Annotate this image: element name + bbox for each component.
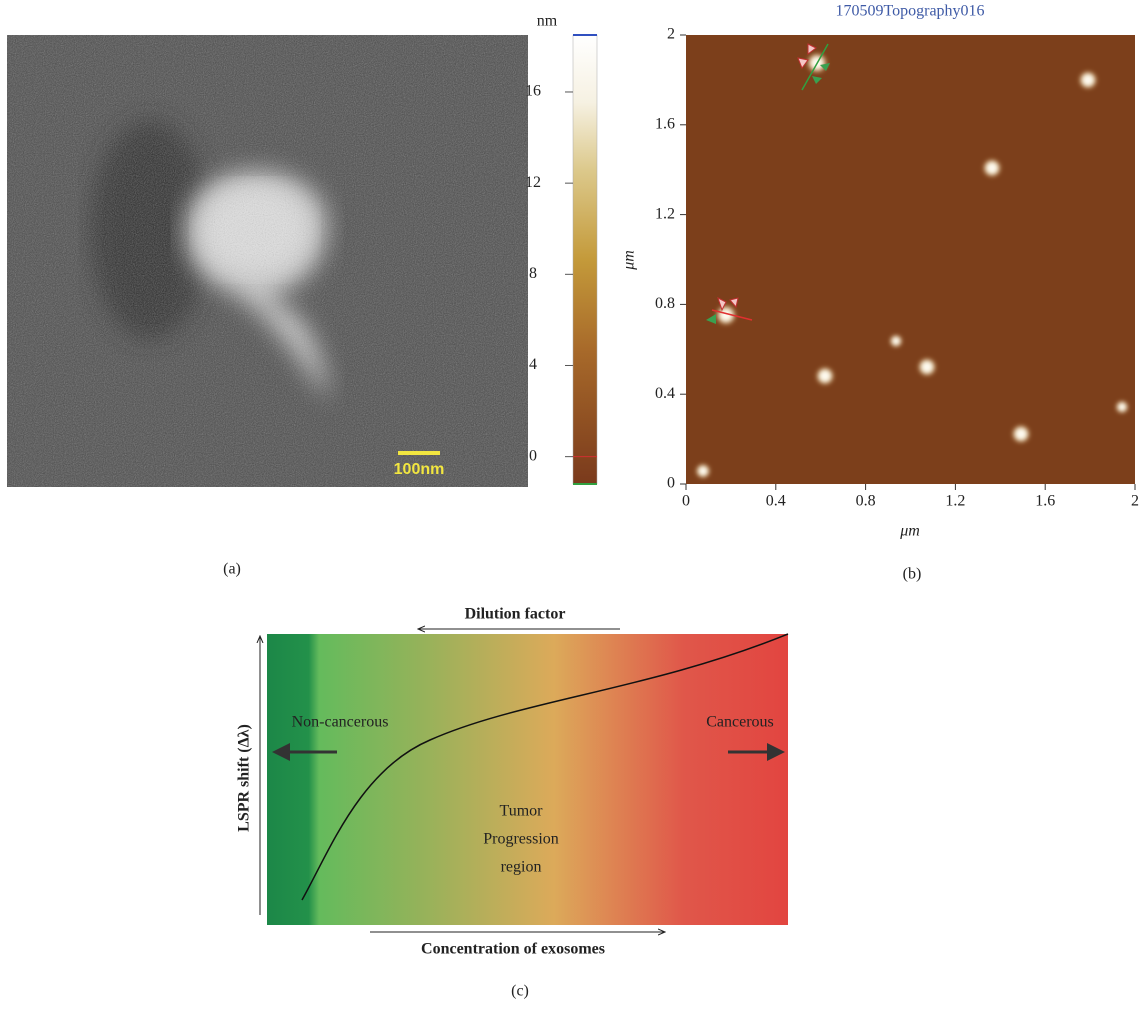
y-tick-label: 0.4 bbox=[655, 385, 675, 402]
progression-diagram bbox=[260, 629, 788, 932]
x-axis-label: μm bbox=[899, 523, 920, 540]
colorbar-tick-label: 16 bbox=[525, 83, 541, 100]
center-label: Tumor bbox=[500, 803, 544, 820]
x-tick-label: 1.2 bbox=[945, 493, 965, 510]
right-label: Cancerous bbox=[706, 714, 774, 731]
colorbar-tick-label: 12 bbox=[525, 174, 541, 191]
colorbar-tick-label: 0 bbox=[529, 447, 537, 464]
caption: (a) bbox=[223, 561, 241, 578]
colorbar-tick-label: 8 bbox=[529, 265, 537, 282]
scale-bar-label: 100nm bbox=[394, 461, 445, 478]
colorbar-unit: nm bbox=[537, 13, 558, 30]
caption: (b) bbox=[903, 566, 922, 583]
sem-image: 100nm bbox=[7, 35, 528, 487]
x-tick-label: 0.8 bbox=[856, 493, 876, 510]
top-arrow-label: Dilution factor bbox=[465, 606, 566, 623]
y-axis-label: LSPR shift (Δλ) bbox=[236, 724, 253, 832]
colorbar: nm bbox=[537, 13, 597, 484]
x-tick-label: 1.6 bbox=[1035, 493, 1055, 510]
y-tick-label: 1.6 bbox=[655, 115, 675, 132]
figure: 100nm nm (a) 170509Topography016 μm μm (… bbox=[0, 0, 1141, 1006]
colorbar-tick-label: 4 bbox=[529, 356, 537, 373]
afm-image bbox=[686, 35, 1135, 484]
x-tick-label: 2 bbox=[1131, 493, 1139, 510]
center-label: region bbox=[501, 859, 542, 876]
x-tick-label: 0.4 bbox=[766, 493, 786, 510]
x-tick-label: 0 bbox=[682, 493, 690, 510]
y-tick-label: 0.8 bbox=[655, 295, 675, 312]
y-tick-label: 1.2 bbox=[655, 205, 675, 222]
left-label: Non-cancerous bbox=[292, 714, 389, 731]
bottom-arrow-label: Concentration of exosomes bbox=[421, 941, 605, 958]
center-label: Progression bbox=[483, 831, 559, 848]
y-tick-label: 0 bbox=[667, 475, 675, 492]
y-tick-label: 2 bbox=[667, 26, 675, 43]
afm-title: 170509Topography016 bbox=[835, 3, 984, 20]
y-axis-label: μm bbox=[621, 250, 638, 271]
caption: (c) bbox=[511, 983, 529, 1000]
